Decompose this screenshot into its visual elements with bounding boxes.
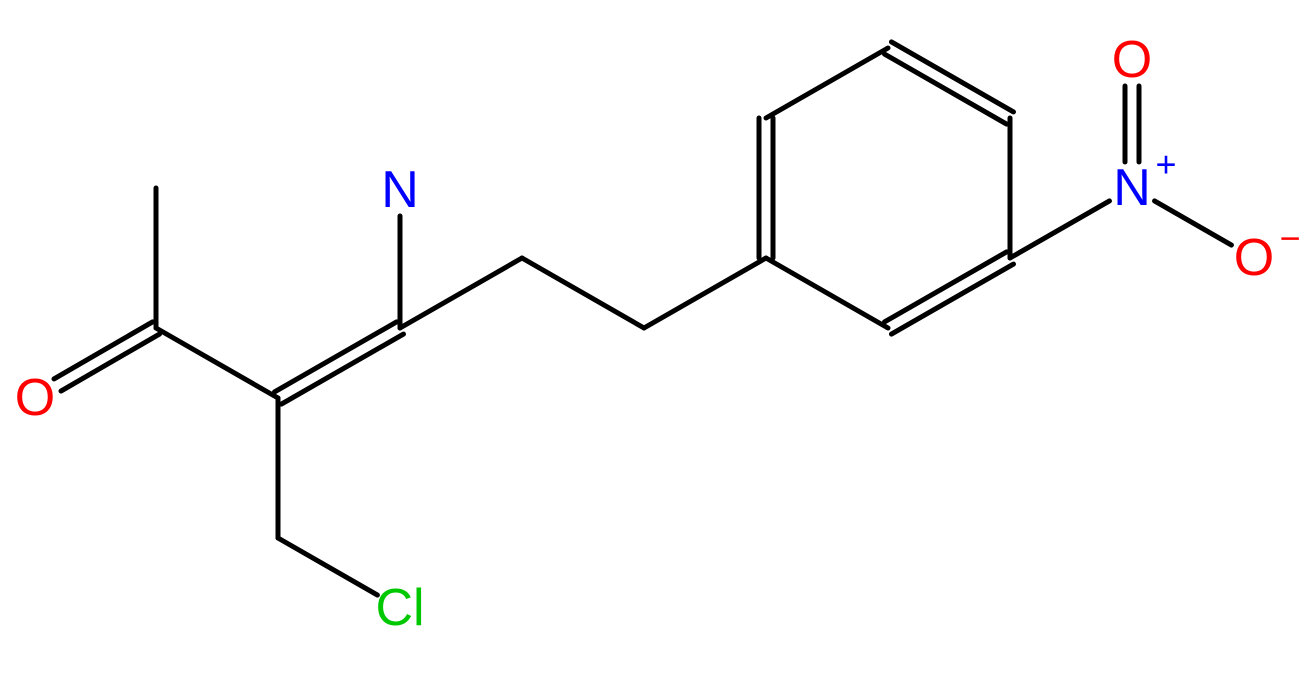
bond-line (1010, 201, 1109, 258)
atom-label-n: N (1113, 159, 1151, 217)
atom-label-cl: Cl (375, 579, 424, 637)
bond-line (278, 538, 377, 595)
bond-line (54, 322, 152, 379)
bond-line (522, 258, 644, 328)
bond-line (275, 322, 397, 392)
atom-label-o: O (15, 369, 55, 427)
atom-label-o: O (1112, 31, 1152, 89)
bond-line (61, 334, 159, 391)
atom-label-o: O (1234, 229, 1274, 287)
bond-line (766, 48, 888, 118)
bond-line (156, 328, 278, 398)
atom-charge: + (1155, 144, 1176, 185)
atom-label-n: N (381, 161, 419, 219)
bond-line (400, 258, 522, 328)
atom-charge: − (1279, 218, 1300, 259)
bond-line (766, 258, 888, 328)
bond-line (891, 264, 1013, 334)
bond-line (644, 258, 766, 328)
bond-line (891, 42, 1013, 112)
bond-line (885, 54, 1007, 124)
bond-line (281, 334, 403, 404)
molecular-structure-diagram: OClNN+OO− (0, 0, 1308, 680)
bond-line (1155, 201, 1232, 245)
bond-line (885, 252, 1007, 322)
